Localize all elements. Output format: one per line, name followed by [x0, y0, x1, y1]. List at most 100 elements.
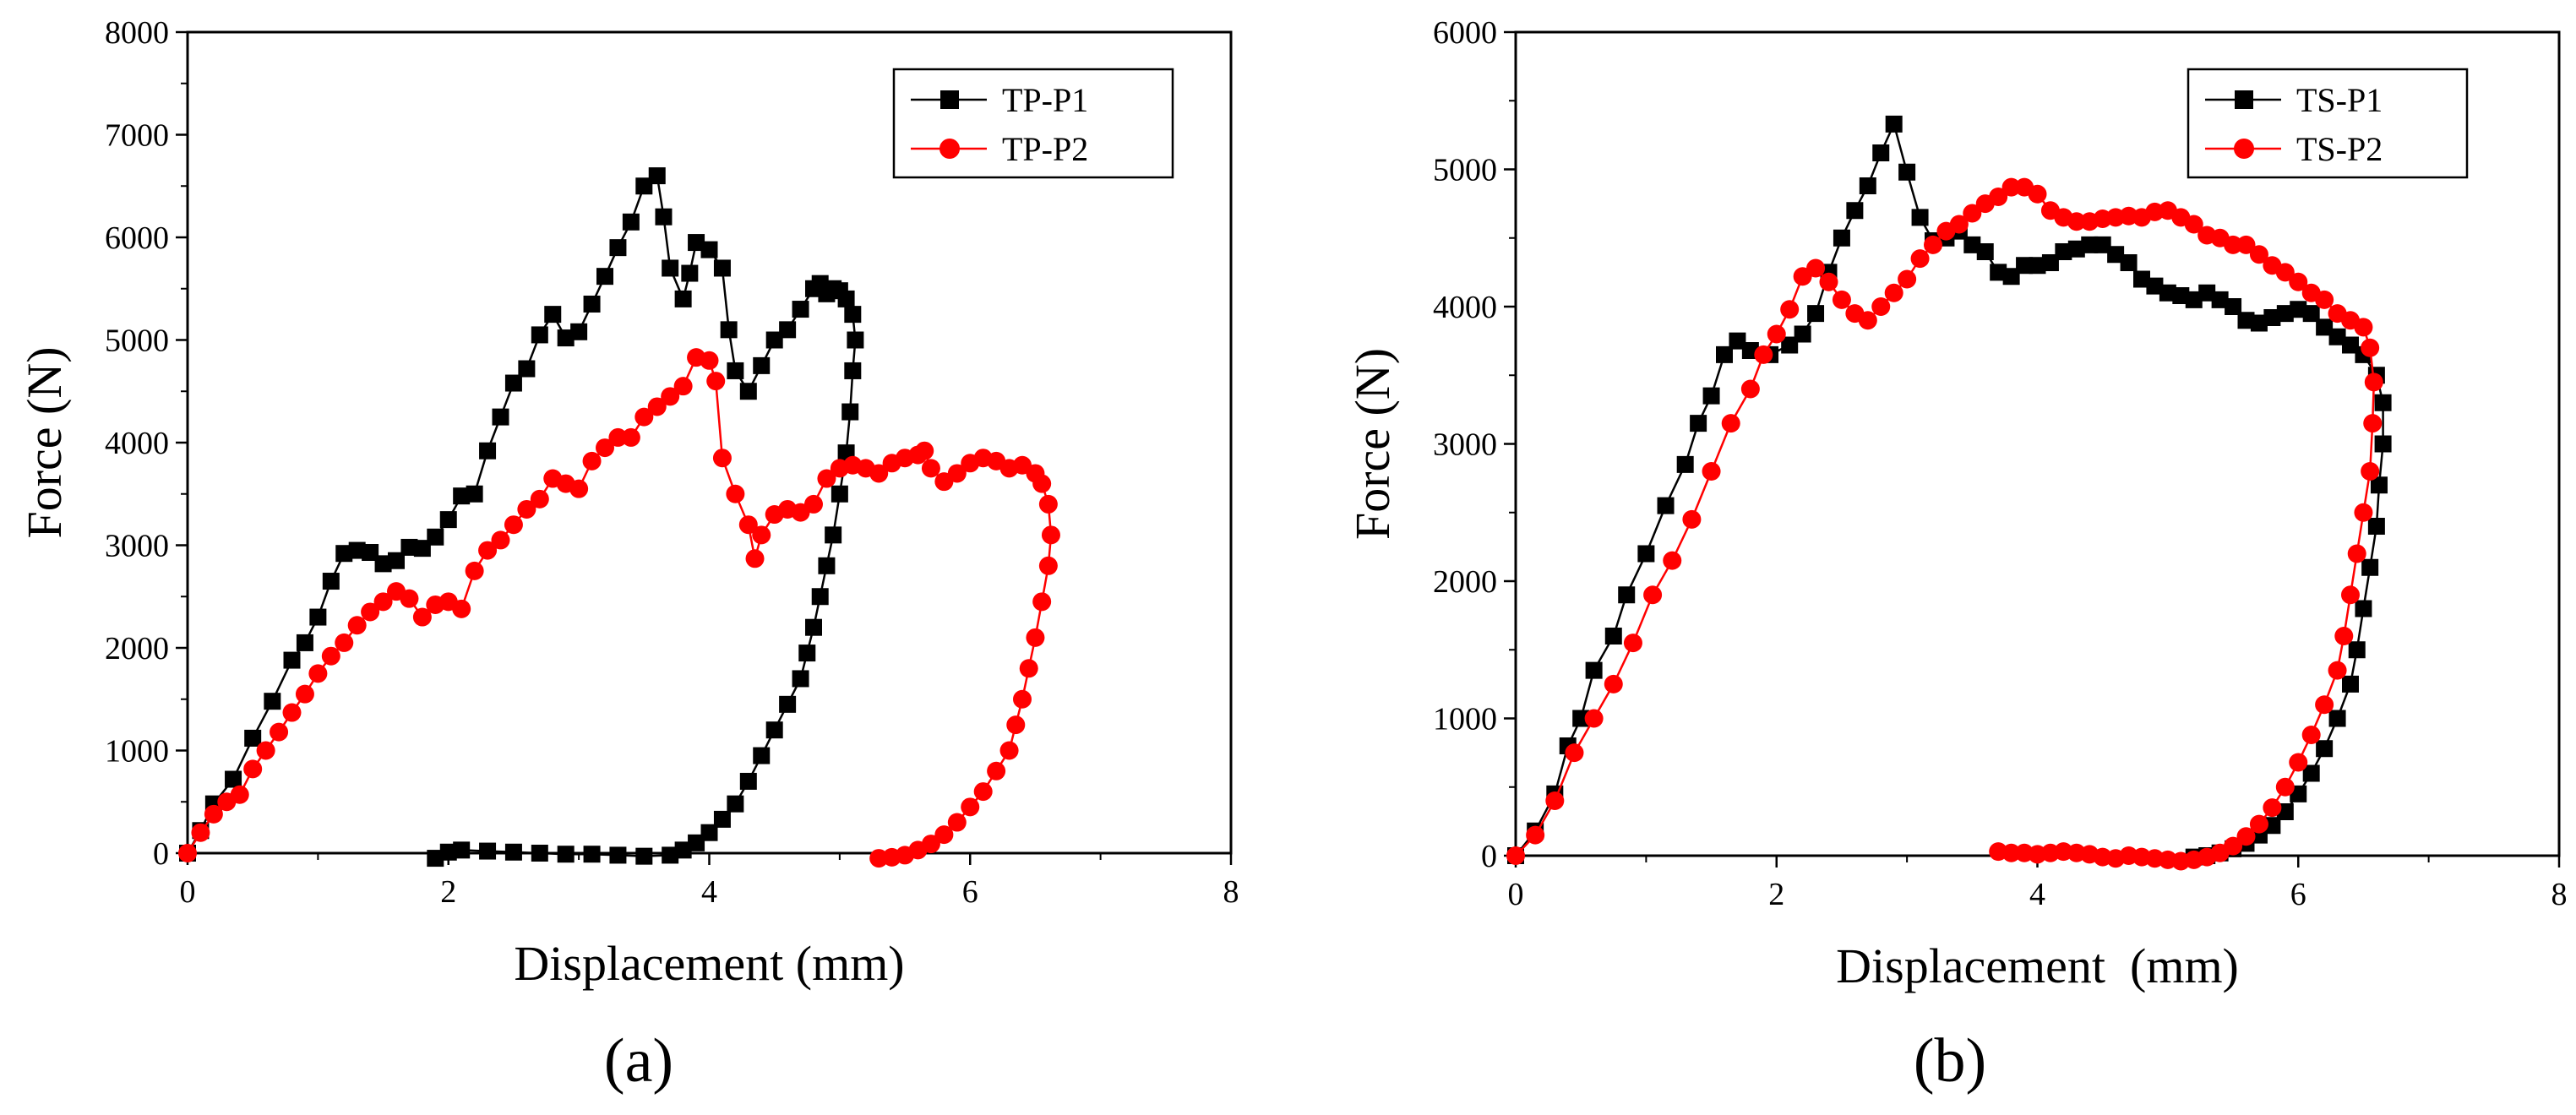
data-point	[491, 530, 510, 550]
data-point	[570, 323, 588, 340]
data-point	[779, 321, 797, 339]
data-point	[1038, 494, 1058, 514]
data-point	[2354, 318, 2373, 337]
data-point	[2328, 661, 2347, 680]
data-point	[569, 479, 589, 498]
data-point	[1898, 269, 1917, 289]
data-point	[921, 459, 940, 478]
data-point	[2302, 764, 2320, 782]
data-point	[1038, 556, 1058, 575]
series-TP-P2	[178, 348, 1060, 868]
data-point	[2361, 462, 2380, 481]
data-point	[1846, 202, 1864, 220]
data-point	[191, 823, 210, 842]
series-group-b	[1506, 115, 2392, 871]
data-point	[1041, 525, 1060, 545]
data-point	[531, 845, 548, 862]
data-point	[1604, 628, 1622, 645]
data-point	[2029, 257, 2046, 275]
y-tick-label: 6000	[1433, 15, 1497, 51]
data-point	[244, 729, 262, 747]
data-point	[621, 427, 640, 447]
data-point	[2355, 600, 2372, 617]
data-point	[674, 841, 692, 859]
data-point	[727, 795, 744, 813]
data-point	[388, 552, 405, 569]
data-point	[1565, 743, 1584, 763]
data-point	[2263, 798, 2282, 818]
legend-marker	[2235, 90, 2253, 109]
legend-box-a	[892, 68, 1174, 179]
legend-marker	[2234, 139, 2254, 159]
data-point	[2067, 240, 2085, 258]
data-point	[1006, 715, 1026, 735]
data-point	[1806, 258, 1826, 278]
data-point	[947, 464, 967, 483]
data-point	[2081, 236, 2099, 253]
data-point	[583, 295, 601, 313]
data-point	[400, 538, 418, 556]
data-point	[2133, 270, 2150, 288]
data-point	[583, 846, 601, 863]
data-point	[792, 301, 809, 318]
data-point	[230, 785, 249, 804]
data-point	[2146, 277, 2164, 295]
data-point	[688, 834, 705, 851]
data-point	[452, 599, 471, 618]
data-point	[1019, 659, 1038, 678]
data-point	[504, 374, 522, 392]
data-point	[805, 618, 822, 636]
data-point	[2107, 246, 2125, 264]
data-point	[837, 290, 855, 307]
x-tick-label: 6	[2290, 877, 2306, 912]
data-point	[2172, 287, 2190, 304]
data-point	[2198, 284, 2216, 302]
data-point	[1911, 209, 1929, 226]
legend-item: TS-P1	[2205, 81, 2383, 119]
data-point	[427, 850, 444, 868]
data-point	[609, 239, 627, 257]
legend-label: TP-P2	[1002, 130, 1088, 168]
data-point	[2348, 641, 2366, 659]
x-tick-label: 4	[2029, 877, 2045, 912]
data-point	[309, 608, 327, 626]
data-point	[844, 362, 862, 379]
data-point	[1794, 325, 1811, 343]
data-point	[308, 664, 328, 683]
x-axis-label-a: Displacement (mm)	[514, 936, 904, 991]
legend-label: TS-P1	[2296, 81, 2383, 119]
axis-ticks-a: 0 2 4 6 8 0 1000 2000 3000 4000 5000 6000 7000 8000	[105, 15, 1239, 910]
data-point	[1963, 204, 1982, 223]
data-point	[2363, 414, 2383, 433]
data-point	[270, 722, 289, 742]
data-point	[412, 607, 432, 627]
data-point	[1585, 661, 1603, 679]
data-point	[2275, 777, 2295, 797]
data-point	[713, 810, 731, 828]
data-point	[2301, 726, 2321, 744]
data-point	[2328, 328, 2346, 345]
data-point	[2290, 301, 2307, 318]
data-point	[1832, 290, 1851, 309]
data-point	[1643, 585, 1663, 605]
panel-label-b: (b)	[1914, 1026, 1986, 1096]
data-point	[225, 770, 242, 788]
data-point	[915, 441, 934, 460]
data-point	[2354, 503, 2373, 522]
data-point	[1663, 551, 1682, 570]
data-point	[2361, 338, 2380, 357]
data-point	[466, 485, 483, 503]
data-point	[1740, 379, 1760, 399]
data-point	[335, 633, 354, 652]
data-point	[752, 525, 771, 545]
panel-label-a: (a)	[604, 1026, 673, 1096]
data-point	[745, 549, 765, 568]
data-point	[2315, 695, 2334, 715]
data-point	[1858, 311, 1877, 330]
legend-marker	[939, 139, 960, 159]
data-point	[2001, 177, 2021, 197]
y-axis-label-b: Force (N)	[1345, 348, 1400, 540]
data-point	[178, 844, 197, 862]
data-point	[479, 842, 497, 860]
data-point	[1716, 345, 1733, 363]
